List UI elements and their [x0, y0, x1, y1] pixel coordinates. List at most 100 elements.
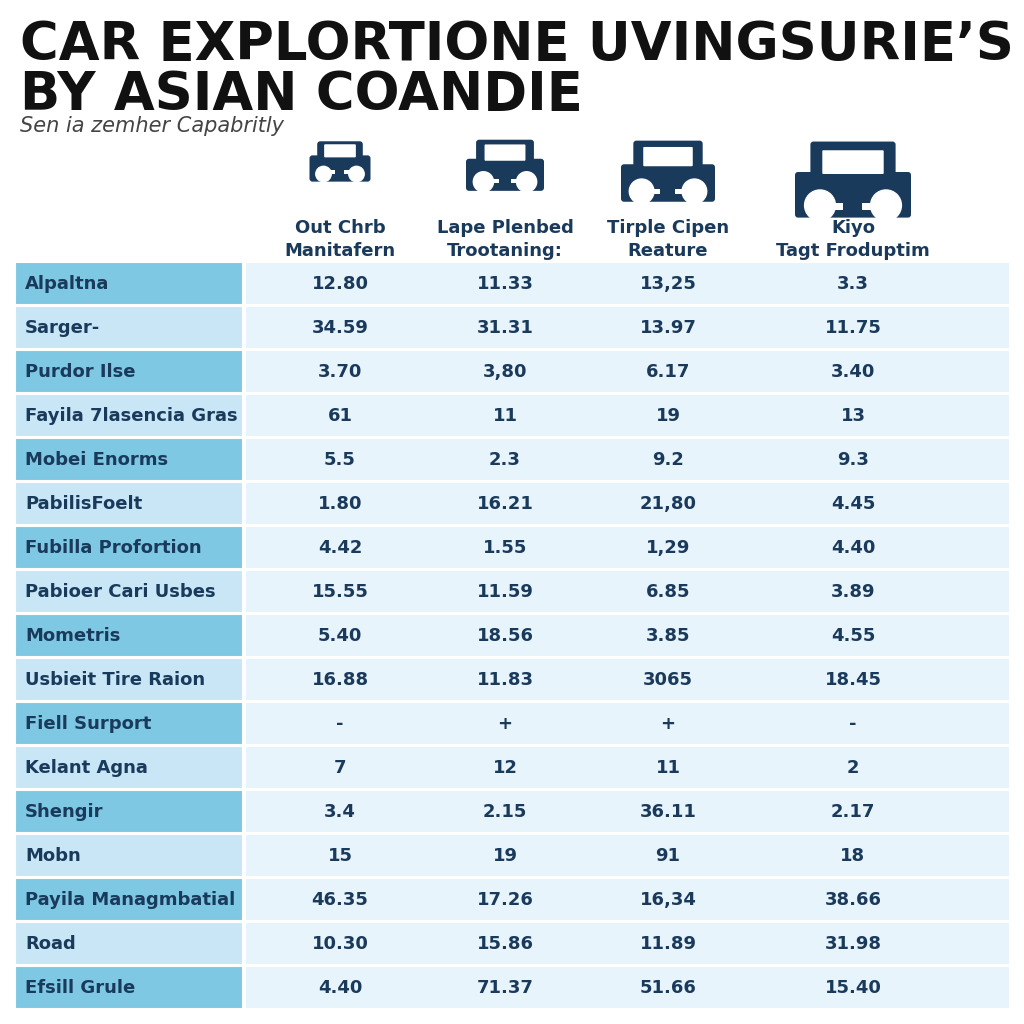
Bar — [15, 570, 243, 613]
Text: 34.59: 34.59 — [311, 319, 369, 337]
Bar — [15, 394, 243, 437]
Text: 11.75: 11.75 — [824, 319, 882, 337]
Text: PabilisFoelt: PabilisFoelt — [25, 495, 142, 513]
Bar — [245, 966, 1010, 1009]
Circle shape — [870, 190, 901, 221]
Text: 5.5: 5.5 — [324, 451, 356, 469]
Text: 13: 13 — [841, 407, 865, 425]
Text: Mobn: Mobn — [25, 847, 81, 865]
FancyBboxPatch shape — [822, 151, 884, 174]
Bar — [245, 790, 1010, 833]
Circle shape — [805, 190, 836, 221]
Text: 6.85: 6.85 — [646, 583, 690, 601]
Bar — [245, 614, 1010, 657]
Text: 2.3: 2.3 — [489, 451, 521, 469]
Bar — [15, 438, 243, 481]
Text: 91: 91 — [655, 847, 681, 865]
Bar — [15, 878, 243, 921]
Text: Road: Road — [25, 935, 76, 953]
FancyBboxPatch shape — [317, 141, 362, 165]
Text: 16.88: 16.88 — [311, 671, 369, 689]
Text: 3.4: 3.4 — [324, 803, 356, 821]
FancyBboxPatch shape — [466, 159, 544, 190]
FancyBboxPatch shape — [485, 179, 499, 183]
Bar — [245, 922, 1010, 965]
Bar — [245, 526, 1010, 569]
Bar — [245, 834, 1010, 877]
Bar — [15, 790, 243, 833]
FancyBboxPatch shape — [643, 147, 693, 166]
FancyBboxPatch shape — [823, 204, 843, 210]
Text: Payila Managmbatial: Payila Managmbatial — [25, 891, 236, 909]
FancyBboxPatch shape — [862, 204, 882, 210]
Bar — [15, 746, 243, 790]
Text: 13,25: 13,25 — [640, 275, 696, 293]
Text: 19: 19 — [655, 407, 681, 425]
Text: 4.42: 4.42 — [317, 539, 362, 557]
Text: 2.15: 2.15 — [482, 803, 527, 821]
Bar — [15, 614, 243, 657]
Text: 11: 11 — [655, 759, 681, 777]
Text: 3.89: 3.89 — [830, 583, 876, 601]
Bar — [15, 350, 243, 393]
Text: 51.66: 51.66 — [640, 979, 696, 997]
Bar — [245, 746, 1010, 790]
Text: Kiyo
Tagt Froduptim: Kiyo Tagt Froduptim — [776, 219, 930, 260]
Text: CAR EXPLORTIONE UVINGSURIE’S: CAR EXPLORTIONE UVINGSURIE’S — [20, 19, 1014, 71]
Bar — [15, 966, 243, 1009]
Text: Lape Plenbed
Trootaning:: Lape Plenbed Trootaning: — [436, 219, 573, 260]
Circle shape — [473, 172, 494, 191]
Text: -: - — [849, 715, 857, 733]
Text: Usbieit Tire Raion: Usbieit Tire Raion — [25, 671, 205, 689]
Text: 31.31: 31.31 — [476, 319, 534, 337]
Text: Mobei Enorms: Mobei Enorms — [25, 451, 168, 469]
Text: 18: 18 — [841, 847, 865, 865]
Bar — [15, 834, 243, 877]
Text: Efsill Grule: Efsill Grule — [25, 979, 135, 997]
Circle shape — [315, 166, 331, 181]
Text: 2: 2 — [847, 759, 859, 777]
Bar — [245, 306, 1010, 349]
Text: 13.97: 13.97 — [640, 319, 696, 337]
Text: 61: 61 — [328, 407, 352, 425]
Bar — [245, 482, 1010, 525]
Bar — [15, 702, 243, 745]
Text: 31.98: 31.98 — [824, 935, 882, 953]
Bar — [245, 350, 1010, 393]
Text: BY ASIAN COANDIE: BY ASIAN COANDIE — [20, 69, 583, 121]
Text: Pabioer Cari Usbes: Pabioer Cari Usbes — [25, 583, 216, 601]
Text: 12: 12 — [493, 759, 517, 777]
Bar — [15, 526, 243, 569]
Text: 11.89: 11.89 — [640, 935, 696, 953]
Text: 1.80: 1.80 — [317, 495, 362, 513]
Text: 4.55: 4.55 — [830, 627, 876, 645]
Text: 15.40: 15.40 — [824, 979, 882, 997]
Circle shape — [516, 172, 537, 191]
Text: 6.17: 6.17 — [646, 362, 690, 381]
Text: Fayila 7lasencia Gras: Fayila 7lasencia Gras — [25, 407, 238, 425]
Text: 19: 19 — [493, 847, 517, 865]
Text: 16.21: 16.21 — [476, 495, 534, 513]
Bar — [245, 438, 1010, 481]
FancyBboxPatch shape — [511, 179, 523, 183]
Bar — [245, 702, 1010, 745]
Text: 3.85: 3.85 — [646, 627, 690, 645]
Text: 16,34: 16,34 — [640, 891, 696, 909]
Text: 11.59: 11.59 — [476, 583, 534, 601]
FancyBboxPatch shape — [810, 141, 896, 181]
Text: 7: 7 — [334, 759, 346, 777]
Bar — [15, 922, 243, 965]
Bar — [245, 394, 1010, 437]
FancyBboxPatch shape — [644, 188, 660, 194]
FancyBboxPatch shape — [484, 144, 525, 161]
Text: 3,80: 3,80 — [482, 362, 527, 381]
Bar — [15, 306, 243, 349]
Text: 21,80: 21,80 — [640, 495, 696, 513]
Text: 3.70: 3.70 — [317, 362, 362, 381]
Text: Out Chrb
Manitafern: Out Chrb Manitafern — [285, 219, 395, 260]
Text: 11.83: 11.83 — [476, 671, 534, 689]
FancyBboxPatch shape — [325, 144, 356, 158]
Text: 15: 15 — [328, 847, 352, 865]
Text: 71.37: 71.37 — [476, 979, 534, 997]
Text: Tirple Cipen
Reature: Tirple Cipen Reature — [607, 219, 729, 260]
